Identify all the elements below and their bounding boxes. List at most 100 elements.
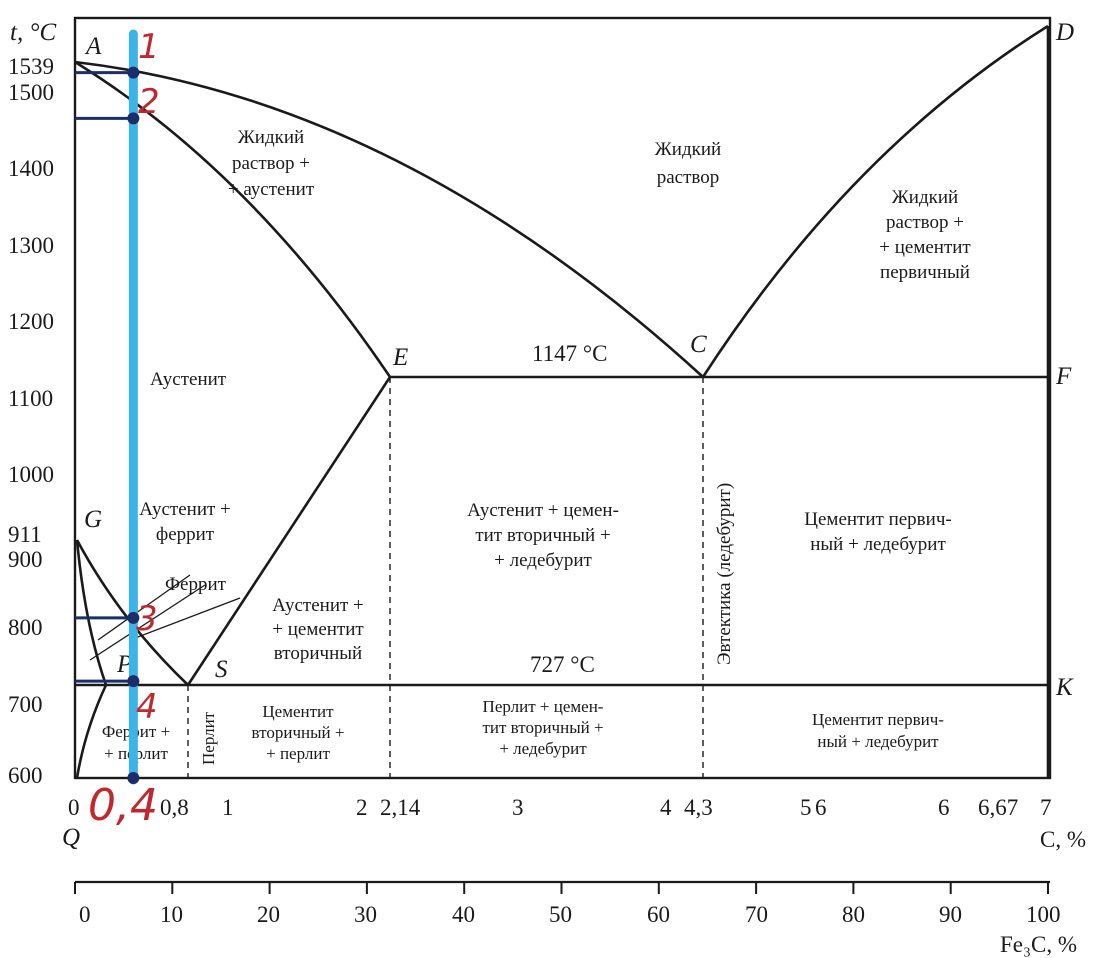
cooling-markers xyxy=(75,66,140,784)
region-pearlite-cementite-ledeburite: Перлит + цемен-тит вторичный + + ледебури… xyxy=(482,697,603,758)
region-line: + аустенит xyxy=(228,179,315,200)
region-line: Цементит первич- xyxy=(804,509,951,530)
y-tick-label: 700 xyxy=(8,692,43,717)
y-tick-label: 600 xyxy=(8,763,43,788)
alloy-base-dot xyxy=(127,772,140,784)
point-labels: A D E C F G P S K Q xyxy=(62,19,1074,851)
point-label-G: G xyxy=(84,506,102,533)
region-austenite-ferrite: Аустенит + феррит xyxy=(139,499,231,545)
cooling-marker-dot xyxy=(127,112,140,125)
region-line: Аустенит + цемен- xyxy=(467,500,619,521)
region-line: вторичный + xyxy=(252,723,345,742)
region-pearlite: Перлит xyxy=(199,711,218,765)
point-label-K: K xyxy=(1055,674,1074,701)
ferrite-leader-line xyxy=(97,574,191,641)
region-line: первичный xyxy=(880,262,970,283)
solvus-PQ xyxy=(75,684,108,779)
region-cementite-i-ledeburite-low: Цементит первич-ный + ледебурит xyxy=(812,710,944,751)
cooling-marker-dot xyxy=(127,66,140,79)
region-labels: Жидкий раствор Жидкий раствор + + аустенит … xyxy=(102,127,972,765)
region-line: Аустенит + xyxy=(139,499,231,520)
x-tick-label: 2,14 xyxy=(380,795,421,820)
cooling-marker-dot xyxy=(127,675,140,688)
region-austenite-cementite-ledeburite: Аустенит + цемен-тит вторичный + + ледебу… xyxy=(467,500,619,571)
cementite-axis-tick-labels: 0 10 20 30 40 50 60 70 80 90 100 xyxy=(79,902,1061,927)
region-line: тит вторичный + xyxy=(475,525,610,546)
alloy-carbon-label: 0,4 xyxy=(88,780,158,831)
eutectic-temperature-label: 1147 °C xyxy=(532,341,607,366)
y-tick-label: 1400 xyxy=(8,156,54,181)
point-label-S: S xyxy=(215,656,228,683)
region-liquid: Жидкий раствор xyxy=(655,139,721,188)
region-line: + цементит xyxy=(879,237,971,258)
a3-line-GS xyxy=(75,539,189,686)
carbon-axis-label: C, % xyxy=(1040,827,1086,852)
x-tick-label: 4,3 xyxy=(684,795,713,820)
eutectoid-temperature-label: 727 °C xyxy=(530,652,595,677)
y-tick-label: 1300 xyxy=(8,233,54,258)
liquidus-AC xyxy=(74,60,704,378)
point-label-P: P xyxy=(116,651,132,678)
region-ferrite: Феррит xyxy=(165,574,227,595)
acm-line-ES xyxy=(186,376,392,686)
region-line: Жидкий xyxy=(655,139,721,160)
region-line: Жидкий xyxy=(238,127,304,148)
ferrite-leader-line xyxy=(129,597,241,641)
ferrite-boundary-GP xyxy=(75,539,108,686)
region-line: + ледебурит xyxy=(494,550,592,571)
region-line: Жидкий xyxy=(892,187,958,208)
region-line: тит вторичный + xyxy=(482,718,603,737)
cooling-marker-dot xyxy=(127,611,140,624)
region-line: раствор xyxy=(657,167,720,188)
region-liquid-austenite: Жидкий раствор + + аустенит xyxy=(228,127,315,200)
y-axis-label: t, °C xyxy=(10,19,56,46)
region-austenite: Аустенит xyxy=(150,369,227,390)
y-tick-label: 911 xyxy=(8,522,42,547)
y-tick-label: 1500 xyxy=(8,80,54,105)
solidus-AE xyxy=(74,60,392,378)
fe3c-tick-label: 60 xyxy=(647,902,670,927)
region-line: Цементит xyxy=(262,702,334,721)
cementite-axis-ticks xyxy=(74,882,1049,894)
fe3c-tick-label: 10 xyxy=(160,902,183,927)
x-tick-label: 6,67 xyxy=(978,795,1018,820)
region-liquid-cementite: Жидкий раствор + + цементит первичный xyxy=(879,187,971,283)
region-line: ный + ледебурит xyxy=(810,534,946,555)
fe3c-tick-label: 100 xyxy=(1026,902,1061,927)
region-line: ный + ледебурит xyxy=(817,732,939,751)
point-label-F: F xyxy=(1055,363,1072,390)
region-line: феррит xyxy=(156,524,215,545)
hand-mark-4: 4 xyxy=(136,687,158,727)
region-line: + цементит xyxy=(272,619,364,640)
y-tick-label: 1100 xyxy=(8,386,53,411)
y-tick-labels: 1539 1500 1400 1300 1200 1100 1000 911 9… xyxy=(8,54,54,788)
carbon-axis-ticks: 0 0,8 1 2 2,14 3 4 4,3 5 6 6 6,67 7 xyxy=(68,795,1052,820)
fe3c-tick-label: 80 xyxy=(842,902,865,927)
x-tick-label: 2 xyxy=(356,795,368,820)
point-label-E: E xyxy=(392,344,408,371)
point-label-D: D xyxy=(1055,19,1074,46)
region-line: раствор + xyxy=(232,153,310,174)
x-tick-label: 1 xyxy=(222,795,234,820)
point-label-A: A xyxy=(84,33,102,60)
y-tick-label: 1000 xyxy=(8,462,54,487)
hand-mark-1: 1 xyxy=(138,27,160,67)
y-tick-label: 900 xyxy=(8,547,43,572)
region-line: вторичный xyxy=(274,643,362,664)
x-tick-label: 6 xyxy=(938,795,950,820)
y-tick-label: 1200 xyxy=(8,309,54,334)
region-line: + ледебурит xyxy=(499,739,587,758)
hand-mark-2: 2 xyxy=(138,82,160,122)
x-tick-label: 6 xyxy=(815,795,827,820)
region-line: Перлит + цемен- xyxy=(483,697,604,716)
x-tick-label: 5 xyxy=(800,795,812,820)
y-tick-label: 1539 xyxy=(8,54,54,79)
region-cementite-i-ledeburite-high: Цементит первич-ный + ледебурит xyxy=(804,509,951,555)
fe3c-tick-label: 50 xyxy=(549,902,572,927)
cementite-axis-label: Fe₃C, % xyxy=(1000,932,1077,957)
plot-frame xyxy=(73,16,1052,780)
point-label-C: C xyxy=(690,331,707,358)
fe3c-tick-label: 70 xyxy=(745,902,768,927)
eutectic-line-label: Эвтектика (ледебурит) xyxy=(714,483,735,665)
